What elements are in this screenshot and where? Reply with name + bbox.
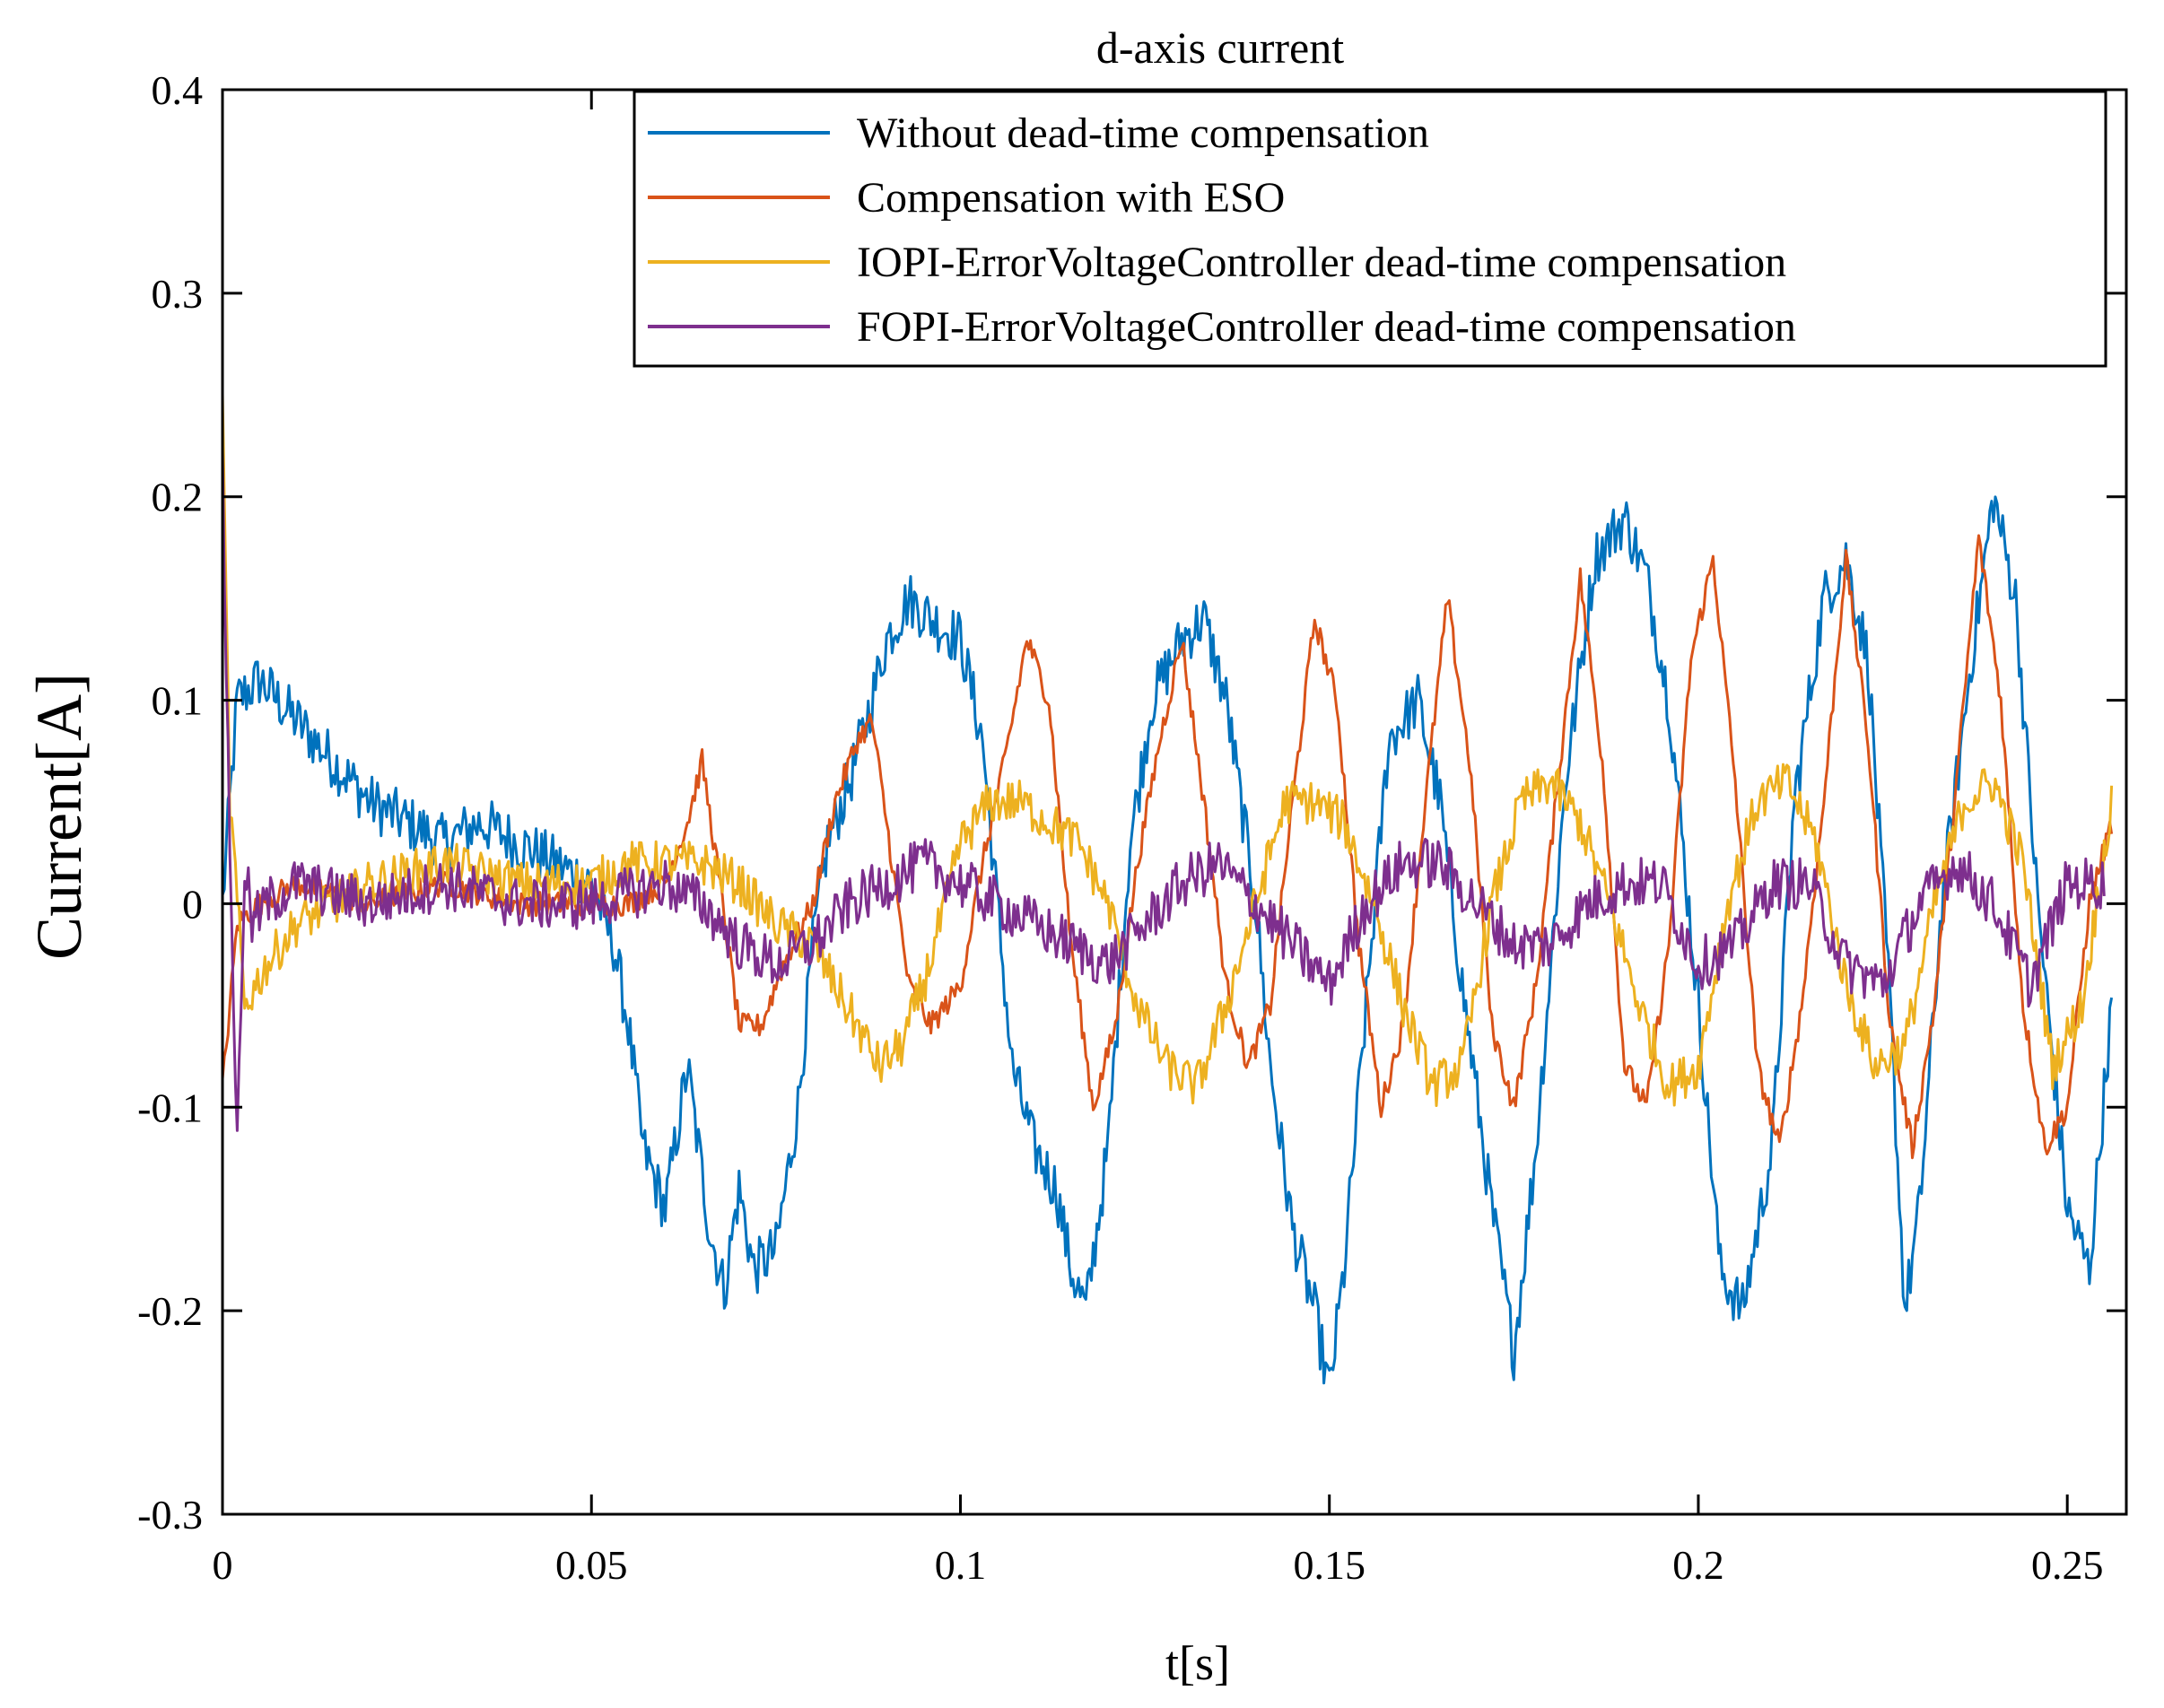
y-tick-label: -0.3 xyxy=(137,1492,203,1538)
x-tick-label: 0.25 xyxy=(2031,1542,2104,1588)
y-tick-label: 0 xyxy=(182,881,203,927)
series-line-2 xyxy=(223,534,2114,1160)
legend-items: Without dead-time compensation Compensati… xyxy=(648,109,1796,351)
series-layer xyxy=(223,394,2114,1385)
legend: Without dead-time compensation Compensati… xyxy=(633,90,2107,368)
x-tick-label: 0.1 xyxy=(935,1542,987,1588)
legend-label-2: Compensation with ESO xyxy=(857,174,1285,222)
series-line-3 xyxy=(223,394,2114,1107)
axes-frame xyxy=(221,88,2128,1516)
y-axis-label: Current[A] xyxy=(23,673,95,960)
legend-label-1: Without dead-time compensation xyxy=(857,109,1429,157)
y-tick-label: -0.2 xyxy=(137,1288,203,1334)
legend-box xyxy=(633,90,2107,368)
y-tick-label: -0.1 xyxy=(137,1085,203,1130)
x-axis-label: t[s] xyxy=(1165,1636,1230,1690)
legend-label-4: FOPI-ErrorVoltageController dead-time co… xyxy=(857,303,1796,351)
y-tick-label: 0.1 xyxy=(152,678,204,724)
plot-area xyxy=(223,394,2114,1385)
x-tick-label: 0.05 xyxy=(555,1542,628,1588)
x-tick-label: 0 xyxy=(213,1542,233,1588)
y-tick-label: 0.3 xyxy=(152,271,204,317)
series-line-4 xyxy=(223,449,2106,1132)
y-tick-label: 0.4 xyxy=(152,67,204,113)
axis-ticks: 0 0.05 0.1 0.15 0.2 0.25 -0.3 -0.2 -0.1 0 0.1 0.2 0.… xyxy=(137,67,2126,1588)
x-tick-label: 0.15 xyxy=(1293,1542,1366,1588)
y-tick-label: 0.2 xyxy=(152,475,204,520)
x-tick-label: 0.2 xyxy=(1672,1542,1724,1588)
series-line-1 xyxy=(223,495,2114,1385)
chart-title: d-axis current xyxy=(1096,22,1344,73)
legend-label-3: IOPI-ErrorVoltageController dead-time co… xyxy=(857,239,1786,286)
